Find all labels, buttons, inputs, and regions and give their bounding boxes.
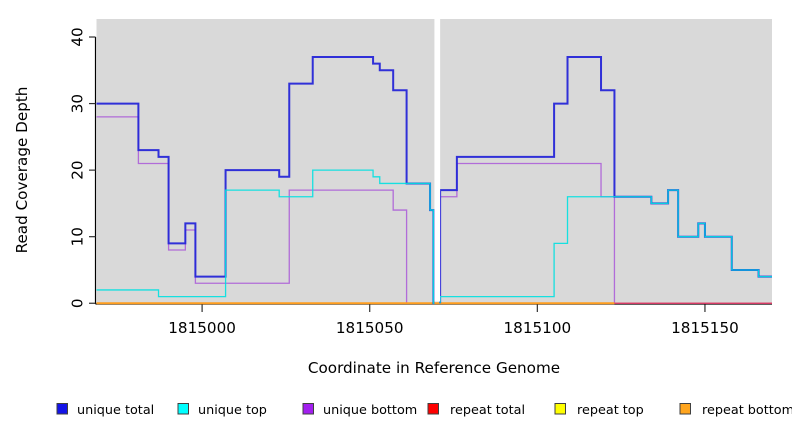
y-tick-label: 10	[68, 227, 86, 246]
legend-swatch-unique-total	[56, 403, 68, 415]
legend-label-repeat-top: repeat top	[577, 403, 644, 418]
series-line-unique-top	[439, 189, 772, 304]
x-tick-label: 1815100	[504, 319, 572, 337]
y-tick-label: 0	[68, 298, 86, 308]
y-tick-label: 20	[68, 160, 86, 179]
x-tick-label: 1815050	[336, 319, 404, 337]
series-line-unique-total	[96, 55, 435, 305]
x-axis-title: Coordinate in Reference Genome	[308, 359, 560, 377]
x-tick-label: 1815150	[671, 319, 739, 337]
series-line-unique-top	[96, 169, 435, 304]
legend-label-unique-total: unique total	[77, 403, 154, 418]
legend-swatch-unique-bottom	[302, 403, 314, 415]
series-line-unique-bottom	[439, 162, 772, 304]
y-axis-title: Read Coverage Depth	[13, 87, 31, 254]
axis-text-layer: 0 10 20 30 40 1815000 1815050 1815100 1815150 Coo…	[13, 27, 739, 377]
no-data-gap-band	[434, 19, 441, 302]
series-layer	[96, 55, 772, 305]
legend-label-unique-top: unique top	[198, 403, 267, 418]
legend-label-repeat-total: repeat total	[450, 403, 525, 418]
y-tick-label: 40	[68, 27, 86, 46]
y-tick-label: 30	[68, 94, 86, 113]
legend-layer: unique total unique top unique bottom repea…	[56, 403, 792, 418]
legend-label-unique-bottom: unique bottom	[323, 403, 417, 418]
legend-swatch-repeat-bottom	[679, 403, 691, 415]
gap-band-layer	[434, 19, 441, 302]
legend-swatch-repeat-top	[554, 403, 566, 415]
x-tick-label: 1815000	[168, 319, 236, 337]
legend-swatch-repeat-total	[427, 403, 439, 415]
legend-swatch-unique-top	[177, 403, 189, 415]
legend-label-repeat-bottom: repeat bottom	[702, 403, 792, 418]
